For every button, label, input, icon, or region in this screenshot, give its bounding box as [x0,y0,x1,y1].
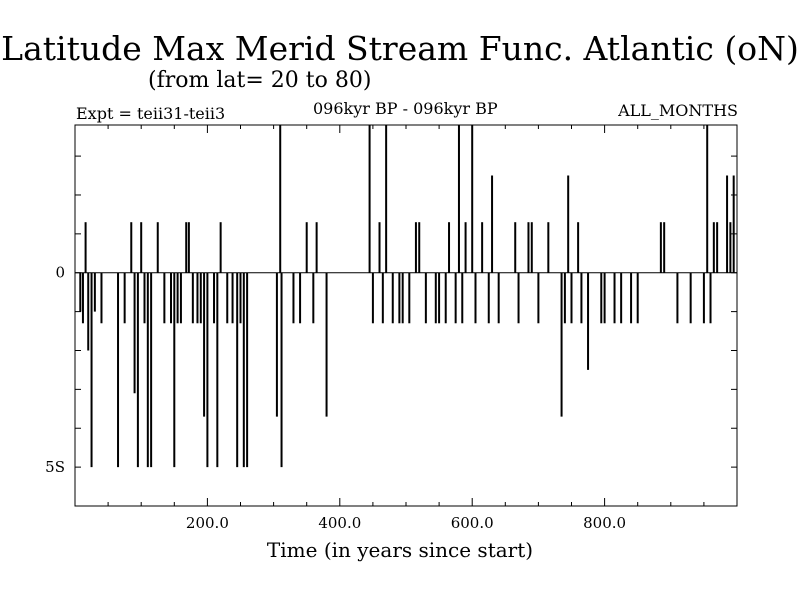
x-tick-label: 200.0 [186,514,229,532]
x-tick-label: 600.0 [451,514,494,532]
axis-tick-labels: 200.0 400.0 600.0 800.0 0 5S [45,264,626,532]
chart-subtitle: (from lat= 20 to 80) [148,68,372,93]
y-tick-label: 0 [55,264,65,282]
period-label: 096kyr BP - 096kyr BP [313,99,498,118]
y-tick-label: 5S [45,458,65,476]
x-tick-label: 800.0 [583,514,626,532]
x-axis-label: Time (in years since start) [266,538,534,562]
x-tick-label: 400.0 [318,514,361,532]
months-label: ALL_MONTHS [618,101,738,120]
experiment-label: Expt = teii31-teii3 [76,104,226,123]
chart-title: Latitude Max Merid Stream Func. Atlantic… [1,29,799,68]
data-bars [79,125,735,468]
